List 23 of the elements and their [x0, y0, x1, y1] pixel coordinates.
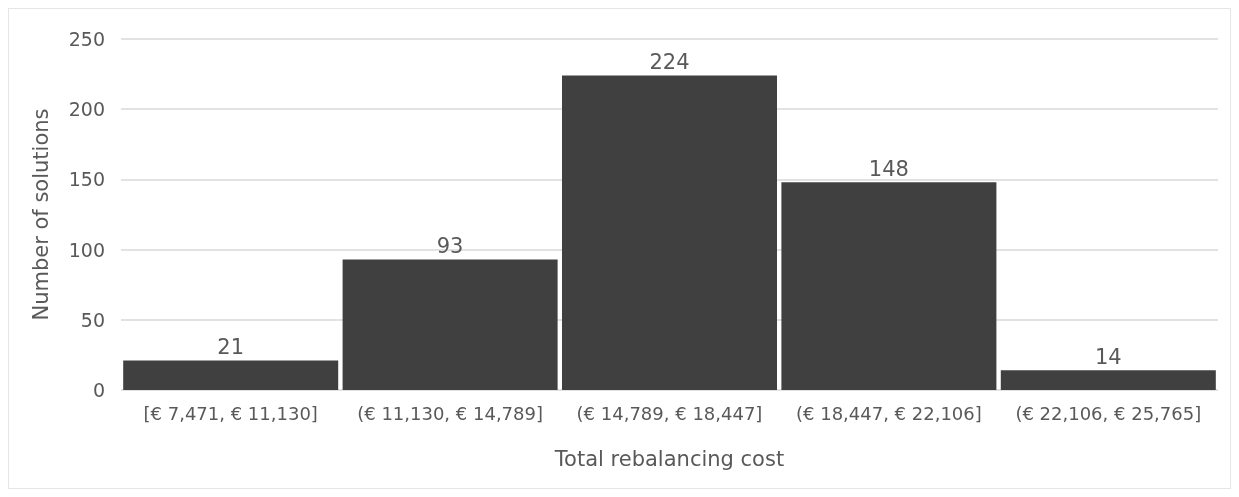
x-tick-label: (€ 18,447, € 22,106]	[795, 402, 982, 424]
data-label: 148	[868, 156, 909, 181]
x-axis-title: Total rebalancing cost	[553, 446, 785, 471]
y-axis-title: Number of solutions	[28, 108, 53, 321]
y-tick-label: 200	[68, 98, 105, 121]
x-tick-label: (€ 22,106, € 25,765]	[1015, 402, 1202, 424]
x-tick-label: [€ 7,471, € 11,130]	[143, 402, 318, 424]
data-label: 93	[436, 233, 464, 258]
y-tick-label: 0	[92, 379, 105, 401]
x-tick-label: (€ 11,130, € 14,789]	[357, 402, 544, 424]
bar	[781, 182, 997, 390]
y-tick-label: 100	[68, 238, 105, 261]
bar	[342, 259, 558, 390]
data-label: 21	[217, 335, 245, 360]
bar	[1000, 370, 1216, 390]
data-label: 14	[1094, 344, 1122, 369]
x-tick-label: (€ 14,789, € 18,447]	[576, 402, 763, 424]
y-tick-label: 250	[68, 28, 105, 50]
bar	[123, 360, 339, 390]
bar	[561, 75, 778, 390]
y-tick-label: 50	[80, 308, 105, 331]
y-tick-label: 150	[68, 168, 105, 191]
data-label: 224	[649, 50, 690, 74]
